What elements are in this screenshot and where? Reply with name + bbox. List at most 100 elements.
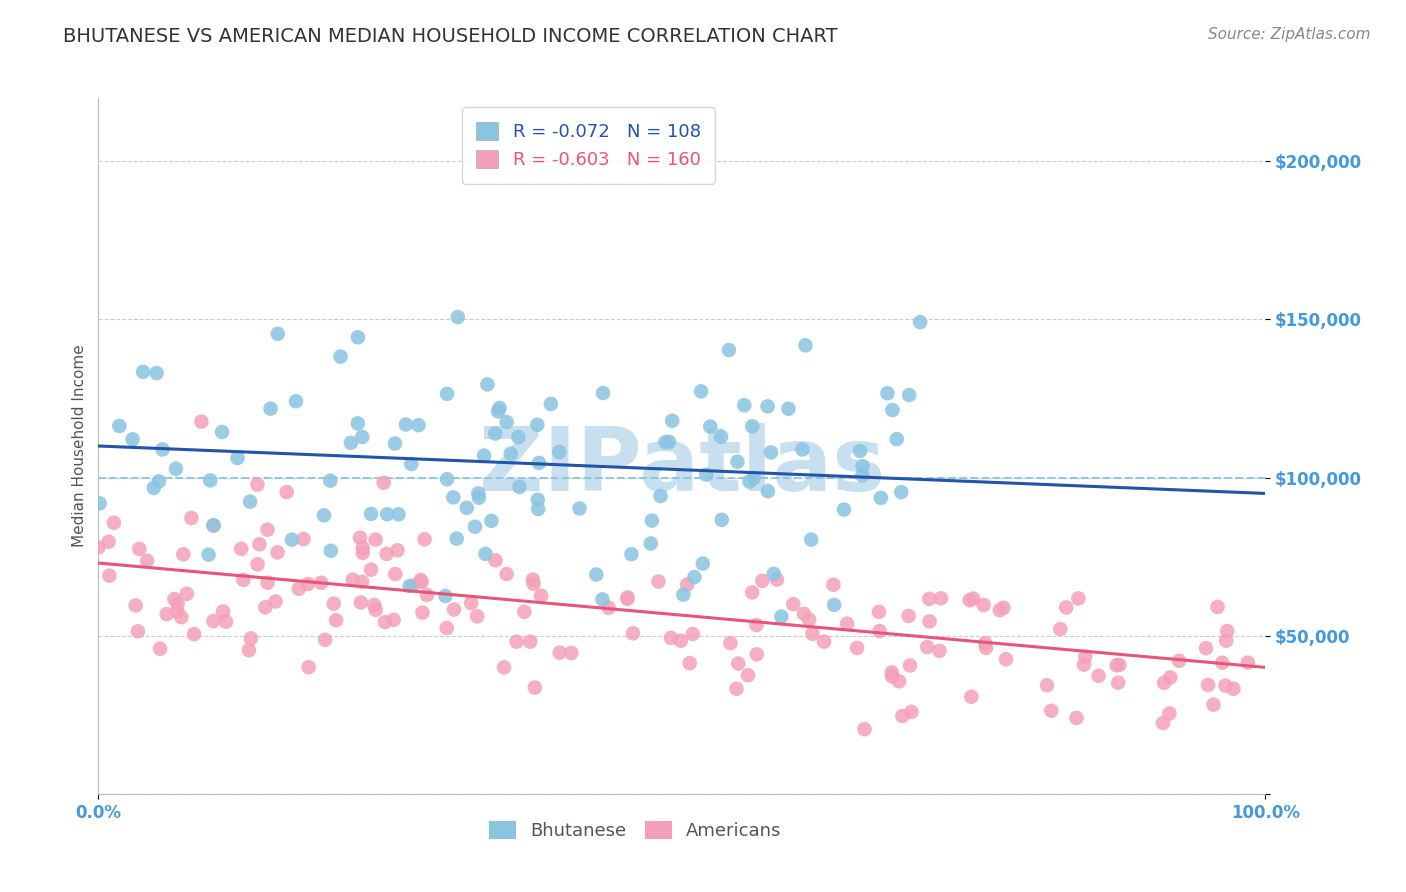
Point: [568, 501, 591, 516]
Point: [1108, 657, 1130, 672]
Point: [297, 577, 319, 591]
Point: [846, 640, 869, 655]
Point: [725, 681, 748, 696]
Point: [412, 606, 434, 620]
Legend: Bhutanese, Americans: Bhutanese, Americans: [482, 814, 789, 847]
Point: [620, 547, 643, 561]
Point: [928, 644, 950, 658]
Point: [148, 475, 170, 489]
Point: [145, 366, 167, 380]
Point: [232, 573, 254, 587]
Point: [832, 502, 855, 516]
Point: [436, 621, 458, 635]
Point: [742, 471, 765, 485]
Point: [312, 508, 335, 523]
Point: [699, 419, 721, 434]
Point: [246, 477, 269, 491]
Point: [103, 516, 125, 530]
Text: Source: ZipAtlas.com: Source: ZipAtlas.com: [1208, 27, 1371, 42]
Point: [641, 514, 664, 528]
Point: [266, 545, 288, 559]
Point: [474, 547, 496, 561]
Point: [128, 541, 150, 556]
Point: [523, 681, 546, 695]
Point: [759, 445, 782, 459]
Point: [231, 541, 253, 556]
Point: [793, 607, 815, 621]
Point: [375, 547, 398, 561]
Point: [962, 591, 984, 606]
Point: [929, 591, 952, 606]
Point: [770, 609, 793, 624]
Point: [434, 589, 457, 603]
Point: [527, 502, 550, 516]
Point: [387, 543, 409, 558]
Point: [395, 417, 418, 432]
Point: [352, 546, 374, 560]
Point: [640, 536, 662, 550]
Point: [766, 573, 789, 587]
Point: [166, 605, 188, 619]
Point: [823, 598, 845, 612]
Point: [413, 533, 436, 547]
Point: [1105, 658, 1128, 673]
Point: [152, 442, 174, 457]
Point: [616, 591, 638, 605]
Point: [1168, 654, 1191, 668]
Point: [853, 723, 876, 737]
Point: [993, 600, 1015, 615]
Point: [540, 397, 562, 411]
Point: [792, 442, 814, 457]
Point: [560, 646, 582, 660]
Point: [1206, 599, 1229, 614]
Point: [97, 534, 120, 549]
Point: [526, 417, 548, 432]
Point: [548, 445, 571, 459]
Point: [1107, 675, 1129, 690]
Point: [778, 401, 800, 416]
Point: [647, 574, 669, 589]
Point: [98, 568, 121, 582]
Point: [508, 480, 530, 494]
Point: [481, 514, 503, 528]
Point: [823, 578, 845, 592]
Point: [340, 436, 363, 450]
Point: [488, 401, 510, 415]
Point: [745, 648, 768, 662]
Point: [484, 426, 506, 441]
Point: [200, 474, 222, 488]
Point: [163, 592, 186, 607]
Point: [238, 643, 260, 657]
Point: [918, 615, 941, 629]
Point: [679, 656, 702, 670]
Point: [346, 417, 368, 431]
Point: [592, 386, 614, 401]
Point: [585, 567, 607, 582]
Point: [1067, 591, 1090, 606]
Point: [1036, 678, 1059, 692]
Point: [202, 614, 225, 628]
Point: [402, 578, 425, 592]
Point: [974, 640, 997, 655]
Point: [1195, 641, 1218, 656]
Point: [441, 491, 464, 505]
Point: [741, 585, 763, 599]
Point: [1197, 678, 1219, 692]
Point: [1087, 669, 1109, 683]
Point: [387, 508, 409, 522]
Point: [1216, 624, 1239, 638]
Point: [108, 419, 131, 434]
Point: [880, 665, 903, 680]
Point: [1159, 670, 1181, 684]
Point: [800, 533, 823, 547]
Point: [465, 609, 488, 624]
Point: [851, 468, 873, 483]
Point: [472, 449, 495, 463]
Point: [1049, 622, 1071, 636]
Point: [322, 597, 344, 611]
Point: [363, 598, 385, 612]
Point: [215, 615, 238, 629]
Point: [908, 315, 931, 329]
Point: [659, 631, 682, 645]
Point: [762, 566, 785, 581]
